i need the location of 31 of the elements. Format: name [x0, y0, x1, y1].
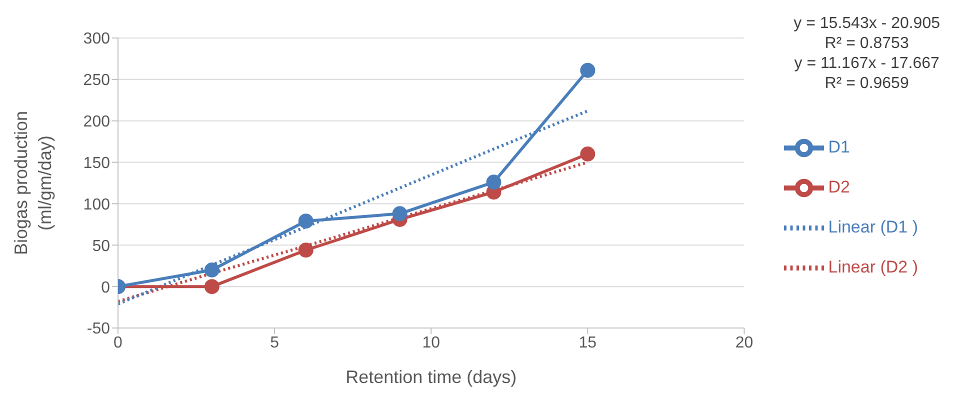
y-tick-label: 300 — [83, 30, 110, 48]
x-tick-label: 5 — [270, 334, 280, 352]
legend-label: Linear (D2 ) — [828, 257, 918, 276]
y-tick-label: 50 — [92, 238, 110, 255]
x-tick-label: 15 — [578, 334, 597, 352]
point — [298, 214, 314, 229]
point — [392, 206, 408, 222]
legend-label: D2 — [828, 177, 850, 196]
x-tick-label: 10 — [422, 334, 440, 352]
point — [486, 174, 502, 190]
text: R² = 0.8753 — [824, 34, 910, 54]
y-tick-label: 200 — [83, 114, 110, 131]
y-axis-title: Biogas production (ml/gm/day) — [11, 110, 55, 256]
text: y = 11.167x - 17.667 — [794, 54, 940, 74]
point — [204, 279, 220, 294]
x-tick-label: 20 — [735, 334, 754, 352]
y-tick-label: 100 — [83, 196, 110, 214]
text: R² = 0.9659 — [824, 74, 910, 94]
legend-label: D1 — [828, 137, 850, 156]
point — [580, 62, 596, 78]
legend-label: Linear (D1 ) — [828, 217, 918, 236]
y-tick-label: 150 — [83, 154, 110, 172]
x-axis-title: Retention time (days) — [346, 367, 517, 387]
y-tick-label: 0 — [101, 279, 110, 296]
point — [580, 146, 596, 162]
point — [298, 242, 314, 258]
x-tick-label: 0 — [114, 334, 123, 352]
text: y = 15.543x - 20.905 — [794, 14, 940, 34]
y-tick-label: -50 — [86, 320, 110, 338]
point — [204, 262, 220, 278]
y-tick-label: 250 — [83, 72, 110, 90]
